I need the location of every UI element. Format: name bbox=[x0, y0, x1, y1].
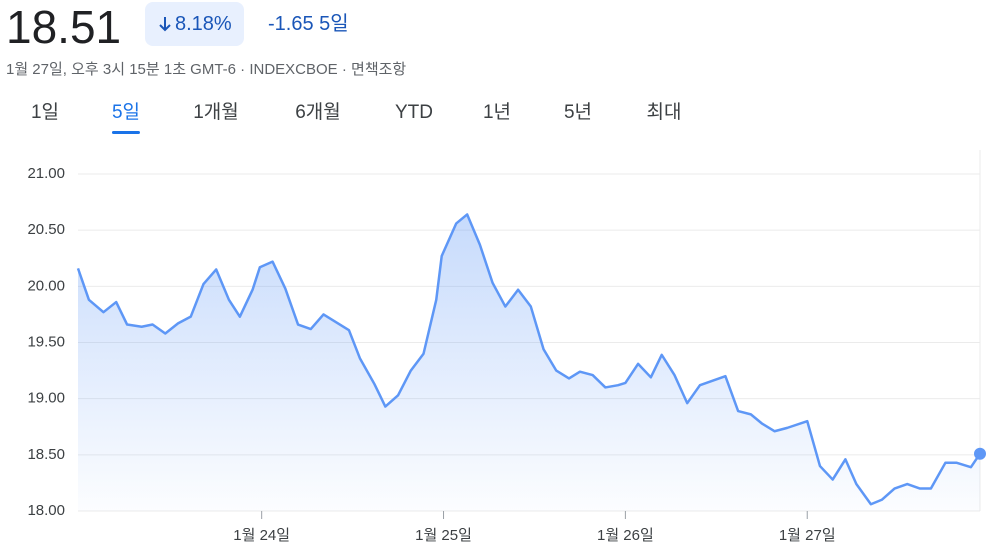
y-tick-label: 19.00 bbox=[27, 390, 65, 407]
change: -1.65 5일 bbox=[268, 2, 349, 46]
change-value: -1.65 bbox=[268, 13, 314, 35]
y-tick-label: 20.50 bbox=[27, 221, 65, 238]
x-tick-label: 1월 27일 bbox=[779, 527, 836, 544]
down-arrow-icon bbox=[159, 17, 171, 32]
range-tab[interactable]: YTD bbox=[395, 102, 433, 123]
range-tab[interactable]: 5년 bbox=[563, 102, 593, 123]
y-tick-label: 19.50 bbox=[27, 333, 65, 350]
price: 18.51 bbox=[6, 1, 122, 53]
timestamp-text: 1월 27일, 오후 3시 15분 1초 GMT-6 · INDEXCBOE · bbox=[6, 61, 352, 78]
x-tick-label: 1월 26일 bbox=[597, 527, 654, 544]
timestamp: 1월 27일, 오후 3시 15분 1초 GMT-6 · INDEXCBOE ·… bbox=[6, 60, 406, 80]
last-point-dot bbox=[974, 447, 986, 460]
change-percent: 8.18% bbox=[175, 13, 232, 35]
area-fill bbox=[78, 214, 980, 511]
range-tab[interactable]: 1일 bbox=[30, 102, 60, 123]
change-badge: 8.18% bbox=[145, 2, 244, 46]
y-tick-label: 20.00 bbox=[27, 277, 65, 294]
range-tab[interactable]: 5일 bbox=[111, 96, 141, 134]
change-period: 5일 bbox=[319, 13, 349, 35]
range-tab[interactable]: 1년 bbox=[482, 102, 512, 123]
x-tick-label: 1월 25일 bbox=[415, 527, 472, 544]
range-tab[interactable]: 1개월 bbox=[193, 102, 239, 123]
range-tab[interactable]: 최대 bbox=[646, 102, 682, 123]
range-tab[interactable]: 6개월 bbox=[295, 102, 341, 123]
range-tabs: 1일 5일 1개월 6개월 YTD 1년 5년 최대 bbox=[0, 96, 720, 136]
price-line bbox=[76, 213, 982, 506]
y-tick-label: 18.00 bbox=[27, 502, 65, 519]
x-tick-label: 1월 24일 bbox=[233, 527, 290, 544]
y-tick-label: 21.00 bbox=[27, 165, 65, 182]
disclaimer-link[interactable]: 면책조항 bbox=[351, 61, 407, 78]
y-tick-label: 18.50 bbox=[27, 446, 65, 463]
